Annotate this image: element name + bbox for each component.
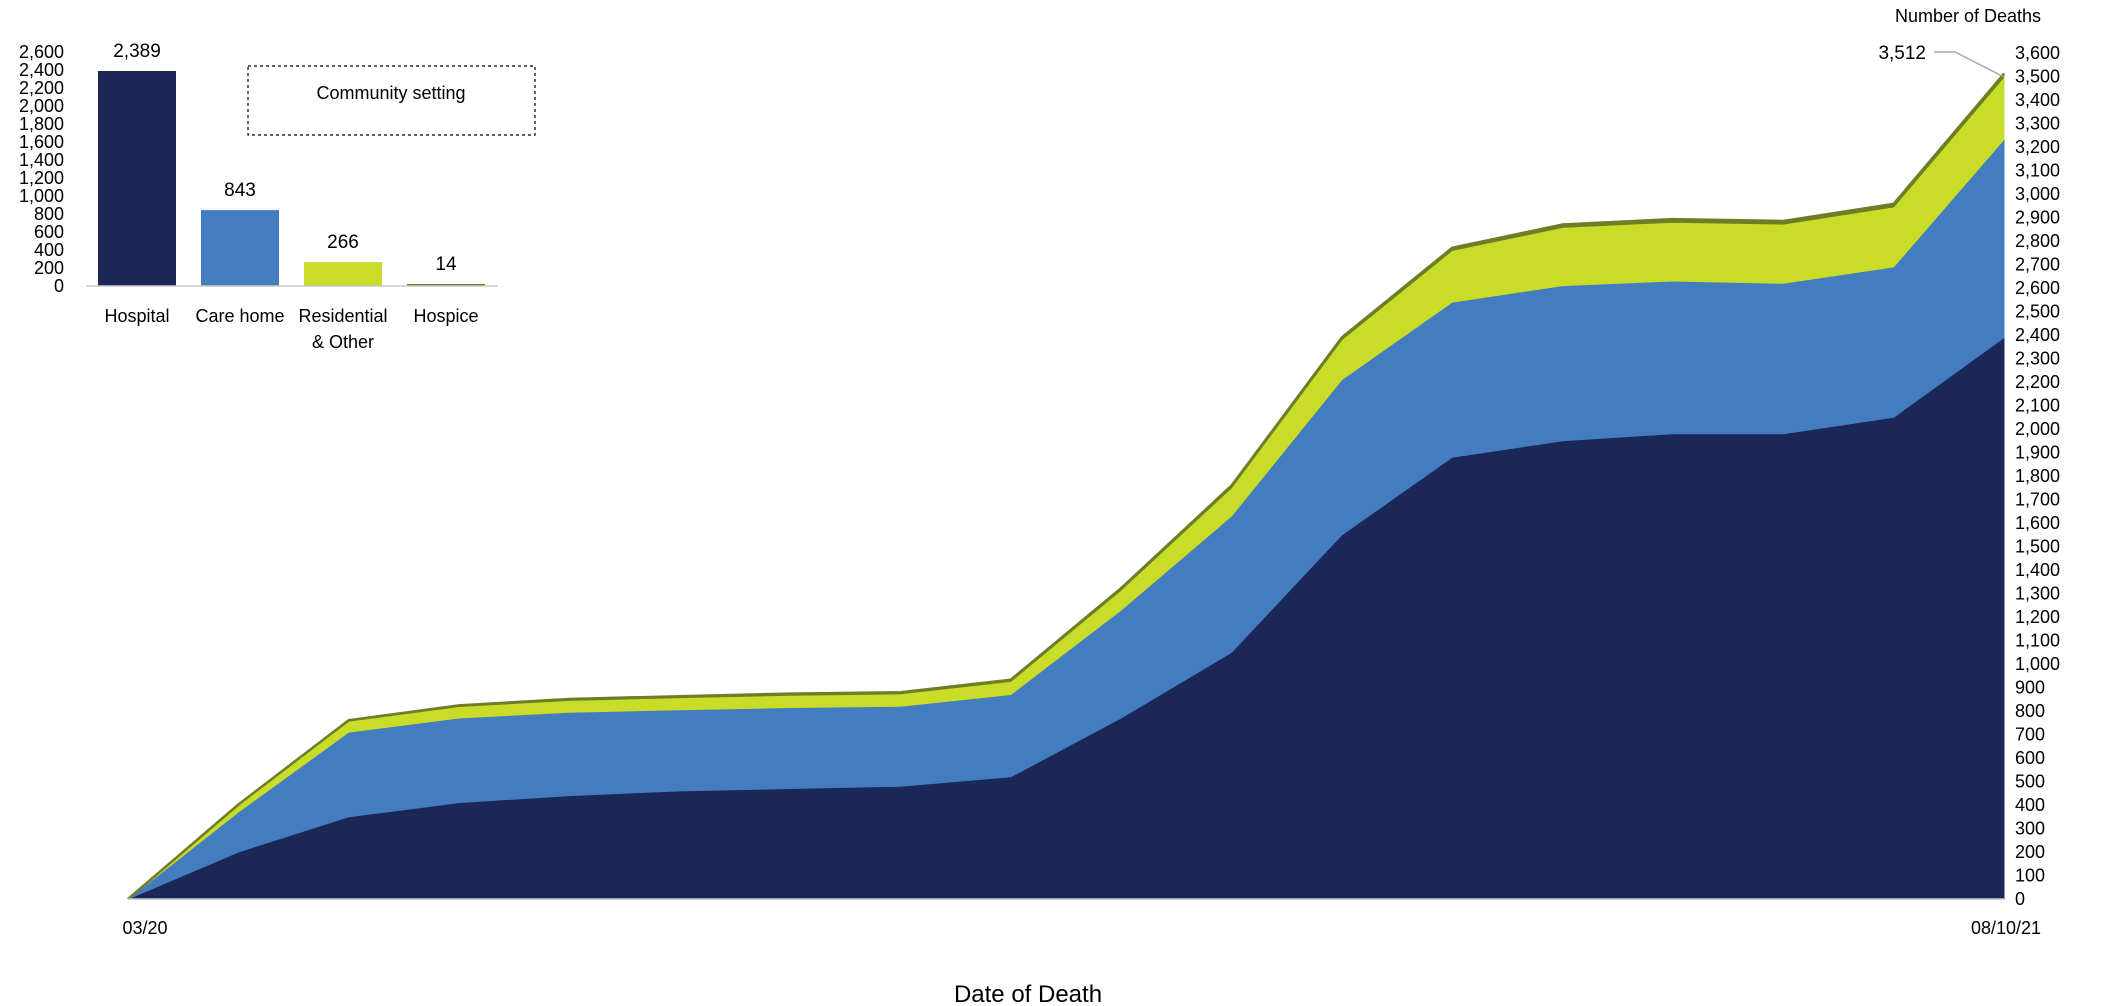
inset-y-tick-label: 600 — [34, 222, 64, 242]
main-y-tick-label: 2,300 — [2015, 349, 2060, 369]
main-y-tick-label: 900 — [2015, 678, 2045, 698]
main-y-tick-label: 3,000 — [2015, 184, 2060, 204]
main-y-tick-label: 0 — [2015, 889, 2025, 909]
main-y-tick-label: 600 — [2015, 748, 2045, 768]
main-y-tick-label: 1,000 — [2015, 654, 2060, 674]
inset-bar-value-label: 266 — [327, 232, 359, 253]
main-y-tick-label: 2,500 — [2015, 302, 2060, 322]
inset-y-tick-label: 1,000 — [19, 186, 64, 206]
main-y-tick-label: 2,600 — [2015, 278, 2060, 298]
y-axis-title: Number of Deaths — [1895, 6, 2041, 26]
inset-category-label: & Other — [312, 332, 374, 352]
main-y-tick-label: 1,800 — [2015, 466, 2060, 486]
inset-bar-value-label: 14 — [435, 254, 457, 275]
total-annotation-label: 3,512 — [1878, 43, 1926, 64]
main-y-tick-label: 3,400 — [2015, 90, 2060, 110]
main-y-tick-label: 1,100 — [2015, 631, 2060, 651]
inset-y-tick-label: 1,600 — [19, 132, 64, 152]
inset-bar-value-label: 843 — [224, 180, 256, 201]
main-y-tick-label: 1,300 — [2015, 584, 2060, 604]
inset-bar-residential-and-other — [304, 262, 382, 286]
main-y-tick-label: 1,400 — [2015, 560, 2060, 580]
inset-y-axis-ticks: 02004006008001,0001,2001,4001,6001,8002,… — [19, 42, 64, 296]
main-y-tick-label: 1,900 — [2015, 443, 2060, 463]
inset-title-box — [247, 65, 536, 136]
area-series-layers — [127, 72, 2005, 900]
inset-bar-value-label: 2,389 — [113, 41, 161, 62]
main-y-tick-label: 3,300 — [2015, 114, 2060, 134]
inset-y-tick-label: 2,000 — [19, 96, 64, 116]
main-y-tick-label: 100 — [2015, 866, 2045, 886]
inset-category-label: Care home — [195, 306, 284, 326]
main-y-axis-ticks: 0 100 200 300 400 500 600 700 800 900 1,000 1,100 1,… — [2015, 43, 2060, 909]
inset-category-label: Hospital — [104, 306, 169, 326]
main-y-tick-label: 2,000 — [2015, 419, 2060, 439]
inset-y-tick-label: 0 — [54, 276, 64, 296]
main-y-tick-label: 200 — [2015, 842, 2045, 862]
main-y-tick-label: 500 — [2015, 772, 2045, 792]
inset-y-tick-label: 400 — [34, 240, 64, 260]
inset-bar-chart: 02004006008001,0001,2001,4001,6001,8002,… — [19, 41, 536, 352]
main-y-tick-label: 800 — [2015, 701, 2045, 721]
inset-y-tick-label: 1,800 — [19, 114, 64, 134]
inset-bar-care-home — [201, 210, 279, 286]
main-y-tick-label: 3,100 — [2015, 161, 2060, 181]
main-y-tick-label: 300 — [2015, 819, 2045, 839]
x-tick-label-end: 08/10/21 — [1971, 918, 2041, 938]
inset-y-tick-label: 800 — [34, 204, 64, 224]
inset-category-label: Residential — [298, 306, 387, 326]
inset-y-tick-label: 2,600 — [19, 42, 64, 62]
inset-y-tick-label: 2,400 — [19, 60, 64, 80]
main-y-tick-label: 1,600 — [2015, 513, 2060, 533]
inset-bars: 2,389 Hospital 843 Care home 266 Residential &… — [98, 41, 485, 352]
main-y-tick-label: 2,800 — [2015, 231, 2060, 251]
main-y-tick-label: 2,900 — [2015, 208, 2060, 228]
main-y-tick-label: 3,200 — [2015, 137, 2060, 157]
inset-category-label: Hospice — [413, 306, 478, 326]
total-annotation-leader — [1934, 51, 2005, 78]
main-y-tick-label: 1,500 — [2015, 537, 2060, 557]
main-y-tick-label: 400 — [2015, 795, 2045, 815]
inset-y-tick-label: 1,200 — [19, 168, 64, 188]
main-y-tick-label: 2,400 — [2015, 325, 2060, 345]
x-axis-title: Date of Death — [954, 981, 1102, 1006]
main-y-tick-label: 3,500 — [2015, 67, 2060, 87]
main-area-chart: 0 100 200 300 400 500 600 700 800 900 1,000 1,100 1,… — [122, 6, 2060, 1006]
main-y-tick-label: 2,200 — [2015, 372, 2060, 392]
inset-y-tick-label: 2,200 — [19, 78, 64, 98]
inset-bar-hospital — [98, 71, 176, 286]
main-y-tick-label: 2,700 — [2015, 255, 2060, 275]
inset-title: Community setting — [316, 83, 465, 103]
main-y-tick-label: 3,600 — [2015, 43, 2060, 63]
main-y-tick-label: 1,200 — [2015, 607, 2060, 627]
main-y-tick-label: 1,700 — [2015, 490, 2060, 510]
inset-y-tick-label: 1,400 — [19, 150, 64, 170]
main-y-tick-label: 2,100 — [2015, 396, 2060, 416]
x-tick-label-start: 03/20 — [122, 918, 167, 938]
main-y-tick-label: 700 — [2015, 725, 2045, 745]
inset-y-tick-label: 200 — [34, 258, 64, 278]
area-total-outline — [127, 72, 2005, 900]
inset-bar-hospice — [407, 284, 485, 286]
